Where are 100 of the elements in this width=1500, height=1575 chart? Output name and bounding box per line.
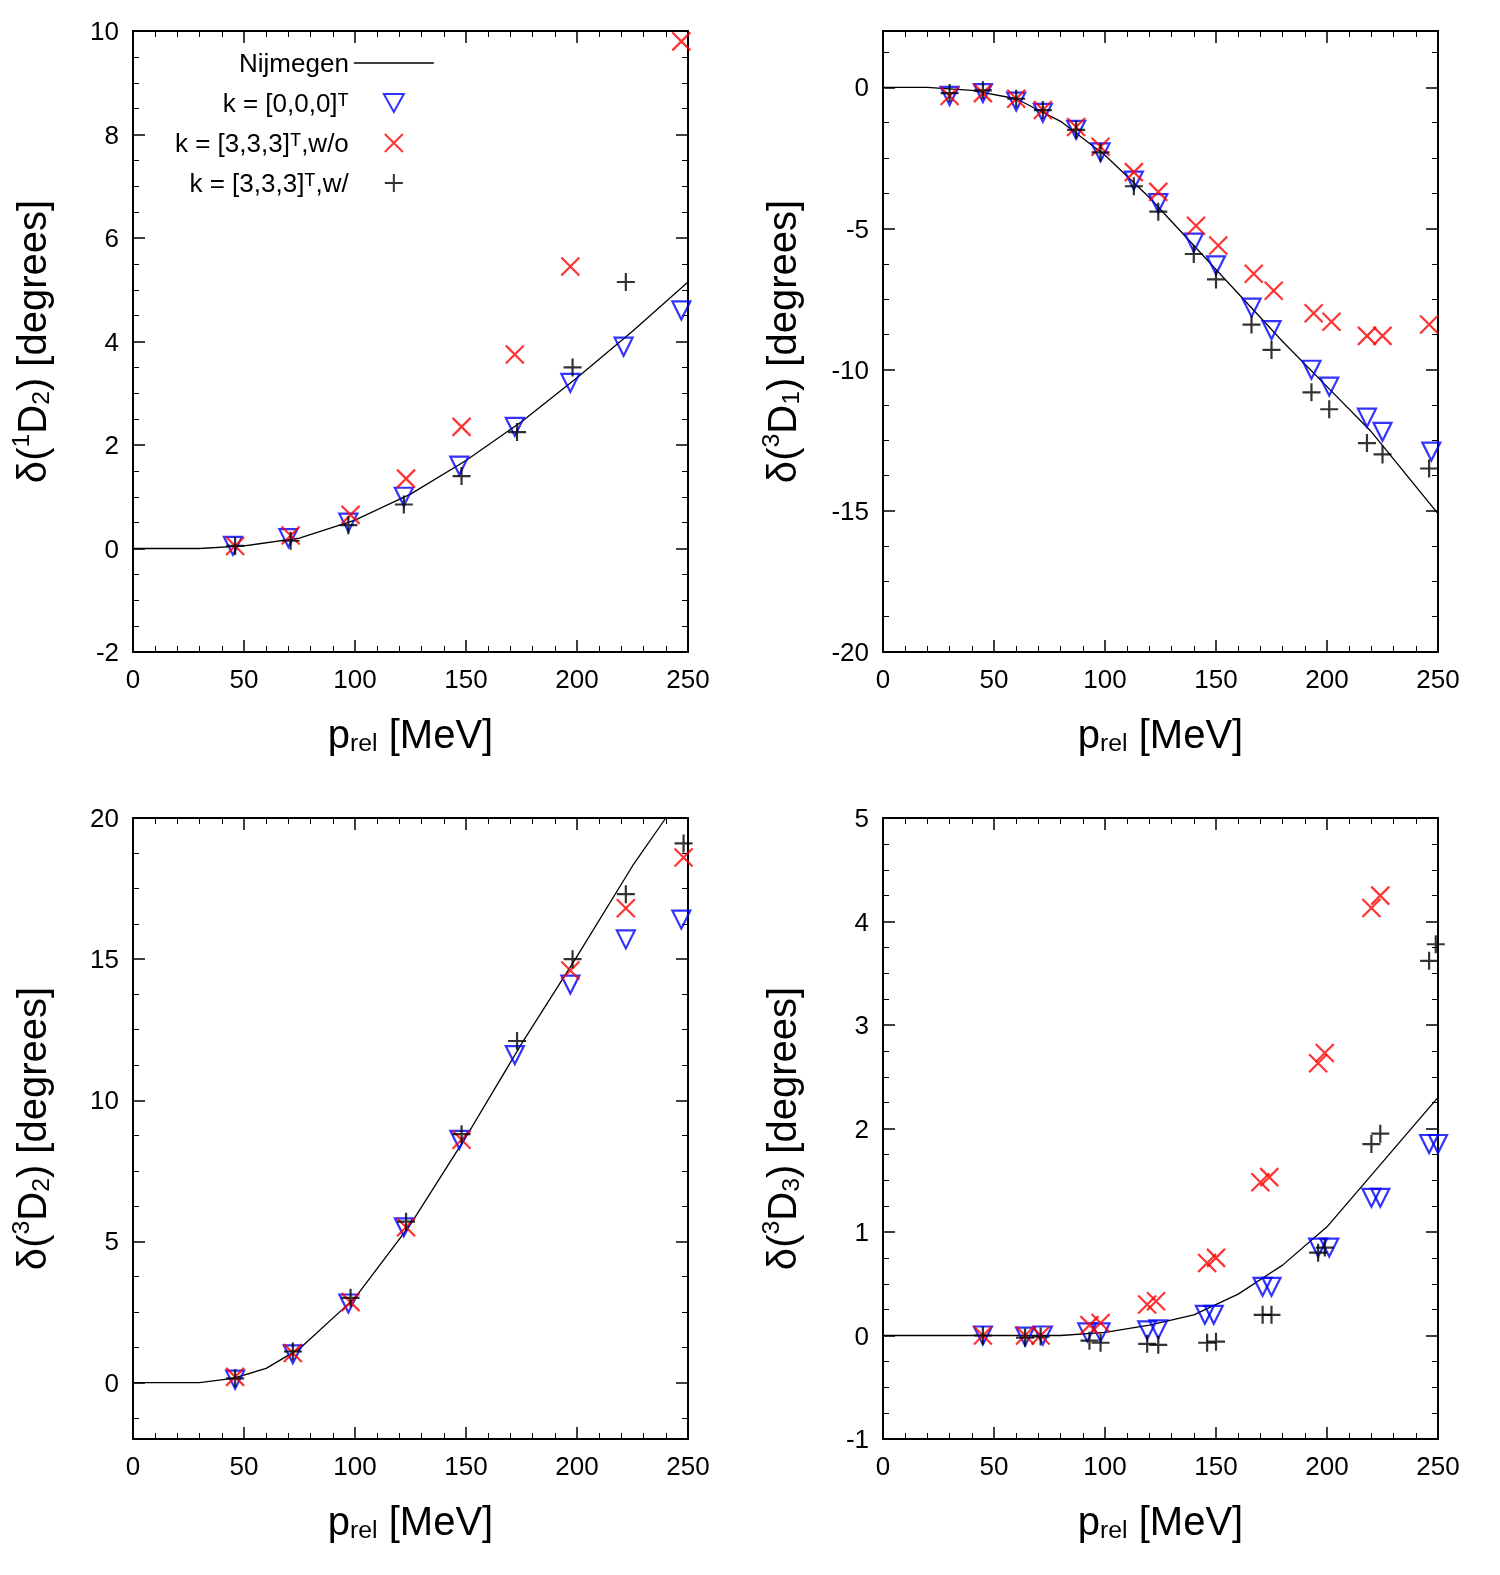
point <box>1263 280 1284 301</box>
y-tick-label: -1 <box>845 1424 869 1454</box>
point <box>1197 1332 1218 1353</box>
point <box>560 256 581 277</box>
point <box>1205 1247 1227 1268</box>
point <box>1301 359 1322 380</box>
point <box>1077 1322 1098 1343</box>
y-tick-label: 0 <box>854 72 869 103</box>
point <box>1194 1304 1215 1325</box>
x-tick-label: 100 <box>1083 1451 1127 1481</box>
point <box>1308 1053 1329 1074</box>
y-tick-label: -20 <box>831 637 869 667</box>
point <box>395 1211 417 1232</box>
point <box>671 909 692 930</box>
x-tick-label: 250 <box>666 664 710 694</box>
y-tick-label: 10 <box>90 1085 119 1116</box>
point <box>1183 232 1204 253</box>
point <box>393 494 414 515</box>
y-tick-label: -2 <box>95 637 119 667</box>
point <box>1303 303 1324 324</box>
point <box>1123 176 1144 197</box>
y-tick-label: 0 <box>104 1367 119 1398</box>
x-tick-label: 0 <box>875 1451 891 1481</box>
point <box>1185 215 1207 236</box>
x-tick-label: 0 <box>125 664 141 694</box>
legend-label: k = [3,3,3]ᵀ,w/o <box>174 128 349 158</box>
y-tick-label: 15 <box>90 944 119 975</box>
y-axis-title: δ(3D3) [degrees] <box>757 986 804 1271</box>
point <box>449 455 470 476</box>
point <box>1356 433 1378 454</box>
x-tick-label: 200 <box>555 664 599 694</box>
point <box>1090 1332 1111 1353</box>
point <box>1203 1304 1224 1325</box>
point <box>673 847 694 868</box>
point <box>1261 1304 1282 1325</box>
point <box>1137 1333 1158 1354</box>
point <box>395 468 417 489</box>
y-tick-label: -15 <box>831 495 869 526</box>
y-tick-label: 0 <box>854 1320 869 1351</box>
point <box>673 833 694 854</box>
point <box>1361 1187 1382 1208</box>
point <box>1148 1334 1169 1355</box>
x-tick-label: 0 <box>125 1451 141 1481</box>
point <box>1241 314 1262 335</box>
y-tick-label: 6 <box>104 223 119 253</box>
point <box>1319 1237 1340 1258</box>
point <box>1137 1320 1158 1341</box>
point <box>1427 1133 1449 1155</box>
point <box>1183 243 1204 265</box>
x-tick-label: 150 <box>444 1451 488 1481</box>
x-tick-label: 200 <box>1305 1451 1349 1481</box>
point <box>671 31 692 52</box>
point <box>560 960 581 981</box>
point <box>1372 444 1393 465</box>
point <box>1321 311 1342 332</box>
point <box>1079 1315 1100 1336</box>
point <box>1356 407 1378 428</box>
y-tick-label: 1 <box>854 1217 869 1247</box>
x-tick-label: 100 <box>333 664 377 694</box>
x-tick-label: 0 <box>875 664 891 694</box>
point <box>1419 950 1440 971</box>
point <box>1259 1167 1280 1188</box>
x-axis-title: prel [MeV] <box>327 711 494 756</box>
y-axis-title: δ(3D2) [degrees] <box>7 986 54 1271</box>
point <box>1261 1276 1282 1297</box>
point <box>1425 934 1446 955</box>
x-tick-label: 150 <box>1194 664 1238 694</box>
point <box>615 929 636 950</box>
point <box>1250 1172 1271 1193</box>
y-axis-title: δ(3D1) [degrees] <box>757 199 804 484</box>
point <box>451 416 472 437</box>
point <box>1090 136 1111 157</box>
point <box>1205 255 1227 276</box>
point <box>562 357 583 378</box>
point <box>1205 269 1227 290</box>
point <box>1208 235 1229 256</box>
point <box>1261 320 1282 341</box>
point <box>613 336 634 357</box>
point <box>1370 1123 1391 1144</box>
point <box>1205 1331 1227 1352</box>
point <box>451 1124 472 1145</box>
point <box>1252 1276 1273 1297</box>
x-tick-label: 150 <box>1194 1451 1238 1481</box>
point <box>1319 376 1340 397</box>
point <box>1361 1133 1382 1155</box>
y-tick-label: 5 <box>854 803 869 833</box>
point <box>506 421 528 443</box>
point <box>1419 458 1440 479</box>
point <box>451 465 472 487</box>
y-tick-label: 2 <box>104 430 119 460</box>
point <box>1079 1330 1100 1351</box>
point <box>1123 162 1144 183</box>
point <box>1197 1252 1218 1274</box>
point <box>340 1287 361 1308</box>
y-tick-label: 3 <box>854 1010 869 1040</box>
y-tick-label: 5 <box>104 1226 119 1257</box>
x-tick-label: 50 <box>979 1451 1009 1481</box>
y-tick-label: -10 <box>831 354 869 385</box>
point <box>1308 1242 1329 1263</box>
x-tick-label: 50 <box>229 1451 259 1481</box>
